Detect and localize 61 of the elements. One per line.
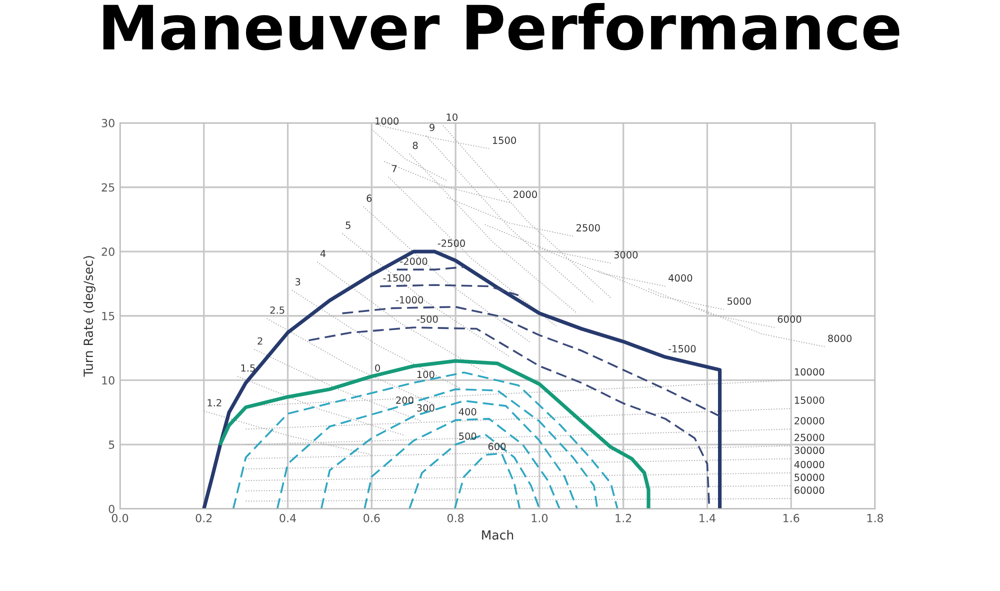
x-tick-label: 1.6 (783, 514, 800, 522)
annotation: 2.5 (270, 306, 284, 314)
y-tick-label: 15 (102, 312, 114, 320)
annotation: 200 (396, 396, 414, 404)
annotation: 20000 (794, 417, 824, 424)
annotation: 9 (430, 124, 434, 132)
y-tick-label: 20 (102, 248, 114, 256)
annotation: 1.5 (241, 364, 255, 372)
annotation: 8 (412, 142, 418, 150)
y-tick-label: 10 (102, 376, 114, 385)
annotation: -1500 (668, 345, 696, 352)
annotation: 100 (417, 370, 434, 378)
x-tick-label: 1.2 (616, 514, 632, 522)
annotation: 5 (346, 222, 350, 229)
x-tick-label: 1.8 (867, 514, 884, 522)
annotation: -500 (416, 315, 438, 323)
annotation: 7 (392, 165, 397, 172)
annotation: 4 (320, 250, 326, 258)
x-tick-label: 1.0 (532, 514, 548, 522)
annotation: 0 (375, 364, 380, 372)
y-axis-title: Turn Rate (deg/sec) (83, 256, 96, 377)
annotation: -1000 (396, 296, 424, 304)
y-tick-label: 0 (108, 504, 114, 514)
annotation: 50000 (794, 474, 824, 482)
annotation: 30000 (794, 446, 824, 454)
annotation: 60000 (794, 486, 824, 494)
annotation: 25000 (794, 434, 824, 442)
annotation: 1000 (376, 117, 399, 125)
annotation: 6000 (778, 315, 802, 323)
annotation: 3 (295, 278, 300, 286)
annotation: 10 (446, 113, 458, 121)
annotation: -2500 (438, 240, 465, 247)
annotation: 40000 (794, 460, 824, 468)
x-tick-label: 0.2 (196, 514, 212, 522)
annotation: -1500 (383, 274, 410, 282)
annotation: 1.2 (208, 399, 222, 406)
annotation: 500 (459, 432, 476, 440)
annotation: 4000 (668, 274, 692, 282)
annotation: 15000 (794, 396, 824, 404)
x-tick-label: 1.4 (700, 514, 716, 522)
annotation: 2500 (576, 224, 600, 232)
annotation: 6 (366, 194, 372, 202)
annotation: -2000 (400, 258, 428, 265)
annotation: 2000 (514, 190, 537, 198)
chart-title: Maneuver Performance (103, 2, 900, 50)
x-tick-label: 0.0 (112, 514, 128, 522)
annotation: 3000 (614, 251, 638, 258)
x-tick-label: 0.8 (447, 514, 464, 522)
annotation: 2 (258, 337, 262, 345)
annotation: 5000 (728, 297, 751, 305)
y-tick-label: 25 (102, 183, 114, 192)
annotation: 1500 (492, 136, 516, 144)
x-axis-title: Mach (482, 530, 514, 540)
y-tick-label: 30 (102, 118, 114, 128)
annotation: 10000 (794, 368, 824, 376)
y-tick-label: 5 (108, 440, 114, 449)
annotation: 300 (417, 404, 434, 412)
x-tick-label: 0.4 (280, 514, 296, 522)
annotation: 8000 (828, 334, 852, 342)
annotation: 400 (458, 408, 476, 416)
x-tick-label: 0.6 (364, 514, 380, 522)
